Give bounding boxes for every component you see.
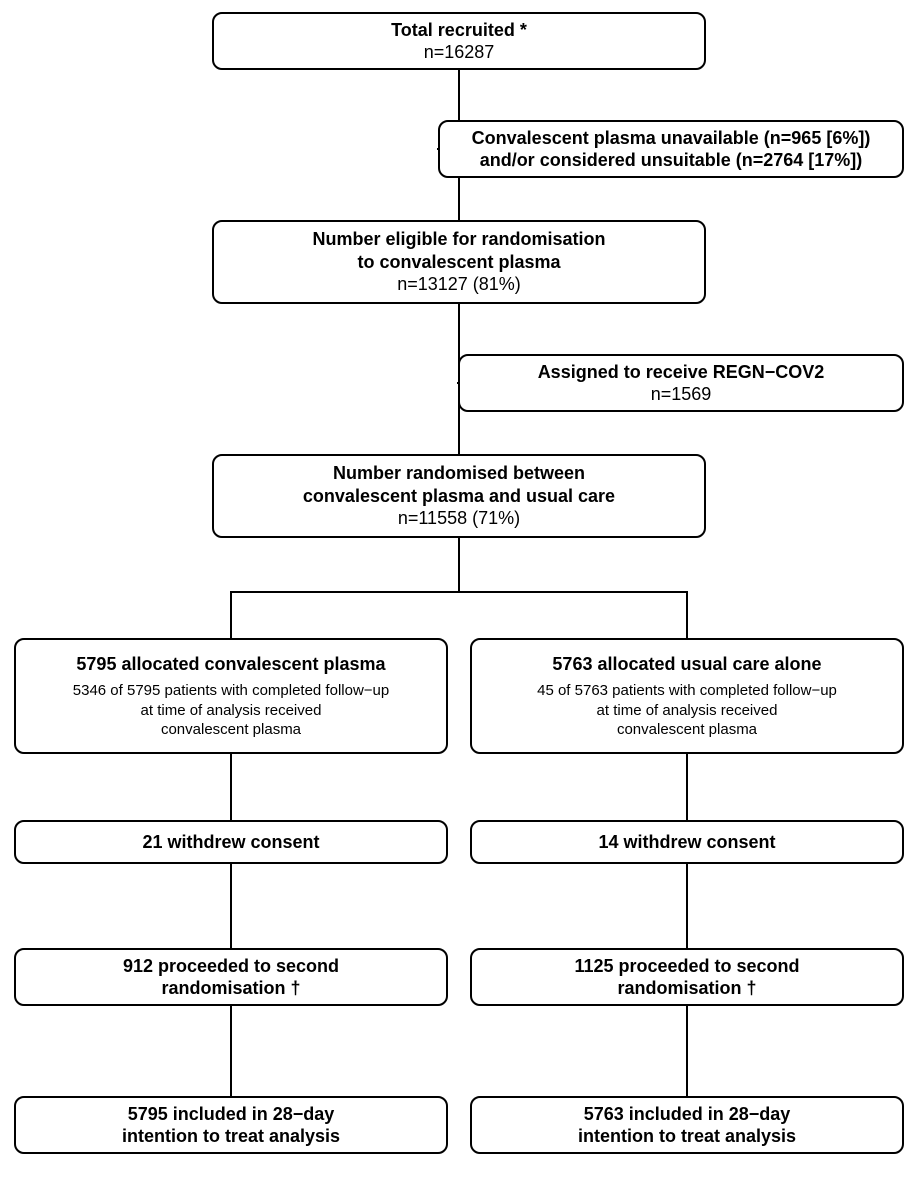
node-detail: 45 of 5763 patients with completed follo… [537,681,837,701]
edges-layer [0,0,918,1200]
node-title: 5795 allocated convalescent plasma [76,653,385,676]
node-eligible: Number eligible for randomisation to con… [212,220,706,304]
node-sub: n=11558 (71%) [398,507,520,530]
node-detail: convalescent plasma [161,720,301,740]
node-title-line2: randomisation † [617,977,756,1000]
node-title: Convalescent plasma unavailable (n=965 [… [472,127,871,150]
node-sub: n=13127 (81%) [397,273,521,296]
node-title-line2: to convalescent plasma [357,251,560,274]
node-allocated-plasma: 5795 allocated convalescent plasma 5346 … [14,638,448,754]
node-detail: 5346 of 5795 patients with completed fol… [73,681,389,701]
node-randomised: Number randomised between convalescent p… [212,454,706,538]
node-title: Number eligible for randomisation [312,228,605,251]
node-title-line2: randomisation † [161,977,300,1000]
node-sub: n=1569 [651,383,712,406]
node-detail: at time of analysis received [141,701,322,721]
node-regn-cov2: Assigned to receive REGN−COV2 n=1569 [458,354,904,412]
node-title: Total recruited * [391,19,527,42]
node-second-randomisation-right: 1125 proceeded to second randomisation † [470,948,904,1006]
node-title: 21 withdrew consent [142,831,319,854]
node-itt-right: 5763 included in 28−day intention to tre… [470,1096,904,1154]
node-title: 1125 proceeded to second [574,955,799,978]
node-allocated-usual-care: 5763 allocated usual care alone 45 of 57… [470,638,904,754]
node-itt-left: 5795 included in 28−day intention to tre… [14,1096,448,1154]
node-title-line2: and/or considered unsuitable (n=2764 [17… [480,149,863,172]
node-second-randomisation-left: 912 proceeded to second randomisation † [14,948,448,1006]
node-detail: at time of analysis received [597,701,778,721]
node-sub: n=16287 [424,41,495,64]
node-title: 912 proceeded to second [123,955,339,978]
node-title: 14 withdrew consent [598,831,775,854]
node-title-line2: convalescent plasma and usual care [303,485,615,508]
node-detail: convalescent plasma [617,720,757,740]
node-total-recruited: Total recruited * n=16287 [212,12,706,70]
flowchart-canvas: Total recruited * n=16287 Convalescent p… [0,0,918,1200]
node-title: Number randomised between [333,462,585,485]
node-title: Assigned to receive REGN−COV2 [538,361,825,384]
node-title-line2: intention to treat analysis [578,1125,796,1148]
node-title-line2: intention to treat analysis [122,1125,340,1148]
node-title: 5795 included in 28−day [128,1103,335,1126]
node-withdrew-right: 14 withdrew consent [470,820,904,864]
node-plasma-unavailable: Convalescent plasma unavailable (n=965 [… [438,120,904,178]
node-title: 5763 allocated usual care alone [552,653,821,676]
node-withdrew-left: 21 withdrew consent [14,820,448,864]
node-title: 5763 included in 28−day [584,1103,791,1126]
